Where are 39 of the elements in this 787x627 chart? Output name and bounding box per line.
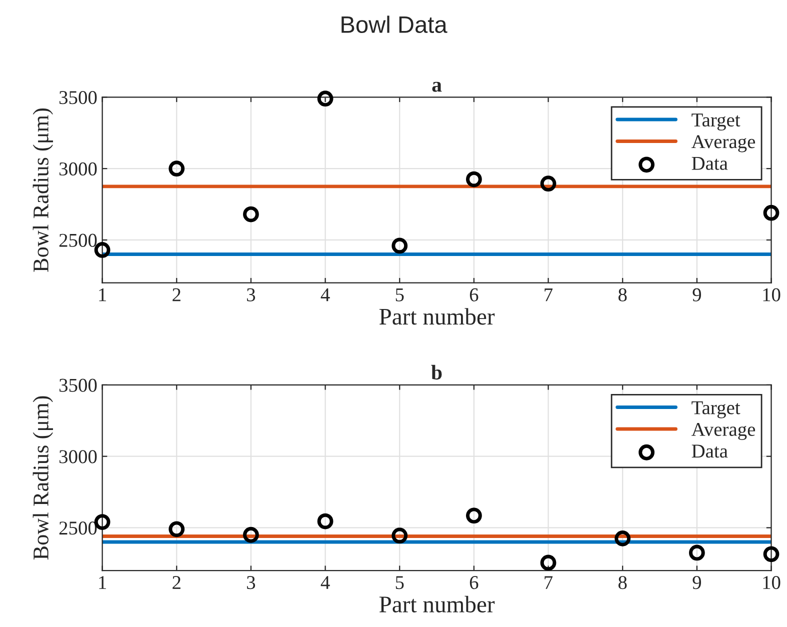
- x-tick-label: 7: [544, 288, 553, 302]
- x-axis-title: Part number: [379, 596, 495, 612]
- x-tick-label: 8: [618, 288, 627, 302]
- x-axis-title: Part number: [379, 308, 495, 325]
- legend-label: Average: [691, 422, 756, 440]
- x-tick-label: 7: [544, 576, 553, 589]
- y-tick-label: 3000: [59, 450, 97, 464]
- y-tick-label: 2500: [59, 234, 97, 247]
- legend-label: Data: [692, 157, 728, 170]
- chart-subtitle: a: [432, 82, 442, 92]
- x-tick-label: 8: [618, 576, 627, 590]
- x-tick-label: 3: [247, 576, 256, 590]
- x-tick-label: 2: [172, 576, 180, 589]
- x-tick-label: 1: [99, 288, 106, 302]
- y-axis-title: Bowl Radius (μm): [32, 396, 54, 560]
- x-tick-label: 3: [247, 288, 256, 302]
- y-tick-label: 3500: [59, 378, 97, 392]
- x-tick-label: 4: [320, 576, 330, 589]
- x-tick-label: 10: [763, 576, 780, 590]
- x-tick-label: 5: [396, 576, 404, 590]
- x-tick-label: 4: [320, 288, 330, 302]
- y-tick-label: 3000: [59, 162, 97, 176]
- x-tick-label: 6: [470, 288, 478, 302]
- x-tick-label: 9: [692, 576, 701, 590]
- legend-label: Data: [692, 444, 728, 458]
- x-tick-label: 2: [172, 288, 180, 302]
- chart-subtitle: b: [431, 364, 442, 380]
- legend-label: Target: [692, 401, 740, 418]
- y-tick-label: 2500: [59, 522, 97, 535]
- x-tick-label: 9: [692, 288, 701, 302]
- x-tick-label: 6: [470, 576, 478, 590]
- x-tick-label: 10: [763, 288, 780, 302]
- x-tick-label: 5: [396, 288, 404, 302]
- chart-title: Bowl Data: [342, 16, 448, 34]
- x-tick-label: 1: [99, 576, 106, 589]
- y-axis-title: Bowl Radius (μm): [32, 108, 54, 272]
- legend-label: Target: [692, 114, 740, 131]
- y-tick-label: 3500: [59, 91, 97, 104]
- legend-label: Average: [691, 135, 756, 152]
